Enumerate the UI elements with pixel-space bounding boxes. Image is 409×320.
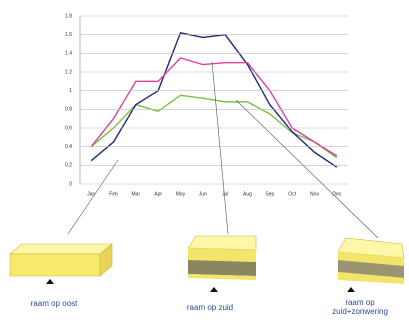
x-tick-label: Feb xyxy=(109,191,118,197)
series-line xyxy=(90,94,338,159)
x-tick-label: Dec xyxy=(332,191,341,197)
window-illustration xyxy=(9,243,113,284)
window-illustration xyxy=(337,237,405,292)
x-tick-label: Nov xyxy=(310,191,319,197)
leader-line xyxy=(67,159,119,235)
series-label: raam op oost xyxy=(30,299,78,308)
leader-line xyxy=(235,99,379,239)
y-tick-label: 1.6 xyxy=(65,32,72,38)
x-tick-label: Jan xyxy=(87,191,95,197)
y-tick-label: 1.8 xyxy=(65,13,72,19)
x-tick-label: Oct xyxy=(288,191,296,197)
y-tick-label: 0.4 xyxy=(65,144,72,150)
x-tick-label: Jun xyxy=(199,191,207,197)
series-line xyxy=(90,31,338,168)
series-label: raam op zuid+zonwering xyxy=(332,298,388,316)
x-tick-label: Jul xyxy=(222,191,228,197)
y-tick-label: 1.2 xyxy=(65,69,72,75)
y-tick-label: 0 xyxy=(69,181,72,187)
window-illustration xyxy=(187,235,257,292)
y-tick-label: 1.4 xyxy=(65,51,72,57)
y-tick-label: 0.8 xyxy=(65,107,72,113)
x-tick-label: Apr xyxy=(154,191,162,197)
series-line xyxy=(90,57,338,157)
y-tick-label: 0.2 xyxy=(65,163,72,169)
x-tick-label: May xyxy=(176,191,186,197)
leader-line xyxy=(211,61,229,235)
series-label: raam op zuid xyxy=(186,303,234,312)
y-tick-label: 0.6 xyxy=(65,125,72,131)
y-tick-label: 1 xyxy=(69,88,72,94)
x-tick-label: Mar xyxy=(132,191,141,197)
x-tick-label: Sep xyxy=(265,191,274,197)
x-tick-label: Aug xyxy=(243,191,252,197)
